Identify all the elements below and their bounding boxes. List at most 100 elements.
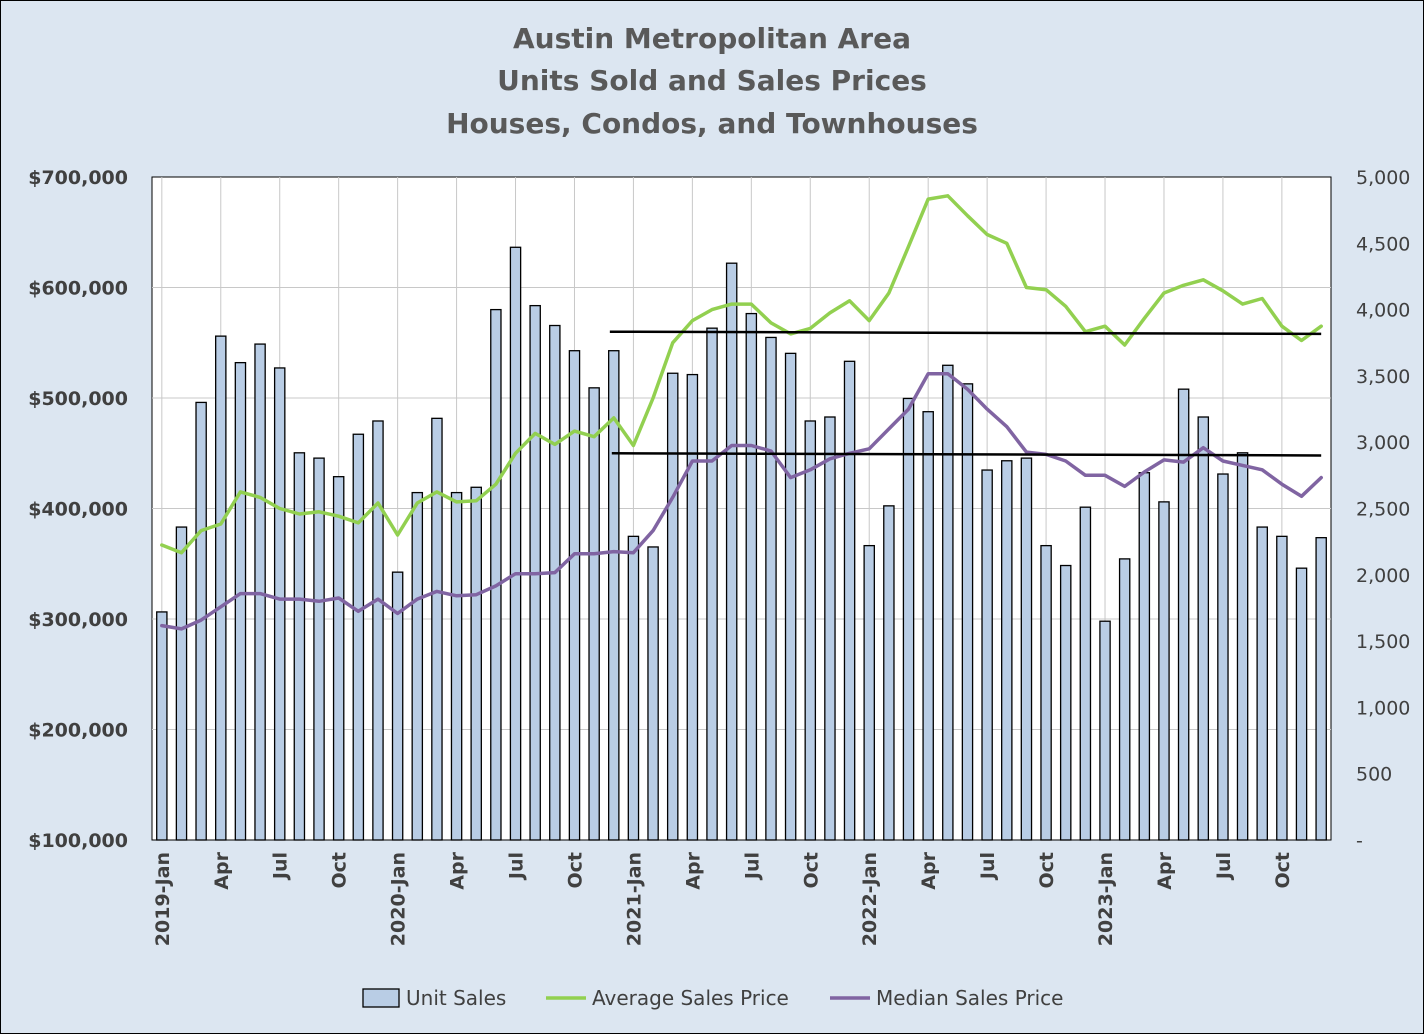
x-axis-tick-label: Oct <box>800 852 822 889</box>
legend-unit-sales-label: Unit Sales <box>406 986 506 1010</box>
unit-sales-bar <box>1217 473 1229 841</box>
unit-sales-bar <box>588 387 600 841</box>
unit-sales-bar <box>490 308 502 841</box>
left-axis-tick-label: $700,000 <box>28 167 128 189</box>
x-axis-tick-label: Apr <box>1154 851 1176 889</box>
x-axis-tick-label: Oct <box>329 852 351 889</box>
median-sales-price-line <box>160 371 1323 631</box>
unit-sales-bar <box>332 476 345 841</box>
chart-title-line-2: Units Sold and Sales Prices <box>497 64 927 97</box>
unit-sales-bar <box>784 352 797 841</box>
right-axis-tick-label: 2,500 <box>1356 499 1410 521</box>
unit-sales-bar <box>352 433 365 841</box>
x-axis-tick-label: Apr <box>918 851 940 889</box>
legend: Unit Sales Average Sales Price Median Sale… <box>362 986 1063 1010</box>
left-axis-tick-label: $100,000 <box>28 830 128 852</box>
legend-median-price-label: Median Sales Price <box>876 986 1063 1010</box>
unit-sales-bar <box>765 336 777 841</box>
unit-sales-bar <box>627 535 640 841</box>
unit-sales-bar <box>824 416 836 841</box>
x-axis-tick-label: Oct <box>564 852 586 889</box>
x-axis-tick-label: Jul <box>977 852 999 881</box>
unit-sales-bar <box>863 544 875 841</box>
x-axis-tick-label: Jul <box>506 852 528 881</box>
unit-sales-bar <box>175 526 188 841</box>
unit-sales-bar <box>1295 567 1308 841</box>
unit-sales-bar <box>509 246 522 841</box>
unit-sales-bar <box>1256 526 1268 841</box>
unit-sales-bar <box>273 367 286 841</box>
x-axis-tick-label: Oct <box>1036 852 1058 889</box>
x-axis-tick-label: 2019-Jan <box>152 852 174 946</box>
right-axis-tick-label: 1,000 <box>1356 697 1410 719</box>
right-axis-tick-label: 4,500 <box>1356 233 1410 255</box>
right-axis-tick-label: - <box>1356 830 1363 852</box>
x-axis-tick-label: Jul <box>270 852 292 881</box>
unit-sales-bar <box>1138 472 1151 841</box>
unit-sales-bar <box>725 262 738 841</box>
average-sales-price-line <box>160 194 1323 555</box>
x-axis-tick-label: 2020-Jan <box>388 852 410 946</box>
right-axis-tick-label: 4,000 <box>1356 300 1410 322</box>
unit-sales-bar <box>293 452 306 841</box>
unit-sales-bar <box>1276 535 1288 841</box>
left-axis-tick-label: $600,000 <box>28 278 128 300</box>
unit-sales-bar <box>568 350 581 841</box>
unit-sales-bar <box>1040 544 1052 841</box>
unit-sales-bar <box>902 397 915 841</box>
left-axis-tick-label: $200,000 <box>28 720 128 742</box>
x-axis-tick-label: Apr <box>682 851 704 889</box>
unit-sales-bar <box>666 372 679 841</box>
right-axis-tick-label: 500 <box>1356 764 1392 786</box>
unit-sales-bar <box>411 491 424 841</box>
right-axis-tick-label: 1,500 <box>1356 631 1410 653</box>
x-axis-tick-label: 2023-Jan <box>1095 852 1117 946</box>
x-axis-tick-label: Jul <box>1213 852 1235 881</box>
unit-sales-bar <box>1158 501 1170 841</box>
chart-title-line-3: Houses, Condos, and Townhouses <box>446 107 978 140</box>
x-axis-tick-label: Apr <box>211 851 233 889</box>
unit-sales-bar <box>1197 416 1210 841</box>
unit-sales-bar <box>372 420 384 841</box>
x-axis-tick-label: Apr <box>447 851 469 889</box>
unit-sales-bar <box>647 546 659 841</box>
chart-title-line-1: Austin Metropolitan Area <box>512 22 911 55</box>
right-axis-tick-label: 2,000 <box>1356 565 1410 587</box>
unit-sales-bar <box>470 486 482 841</box>
right-axis-tick-label: 5,000 <box>1356 167 1410 189</box>
left-axis-tick-label: $500,000 <box>28 388 128 410</box>
unit-sales-bar <box>549 324 561 841</box>
unit-sales-bar <box>843 360 856 841</box>
unit-sales-bar <box>156 611 168 841</box>
unit-sales-bar <box>391 571 404 841</box>
x-axis-tick-label: 2021-Jan <box>623 852 645 946</box>
left-axis-tick-label: $400,000 <box>28 499 128 521</box>
reference-line-upper <box>609 330 1322 336</box>
x-axis-tick-label: Jul <box>741 852 763 881</box>
x-axis-tick-label: 2022-Jan <box>859 852 881 946</box>
legend-average-price-label: Average Sales Price <box>592 986 789 1010</box>
unit-sales-bar <box>1236 452 1249 841</box>
unit-sales-bar <box>1001 460 1013 841</box>
unit-sales-bar <box>981 469 993 841</box>
unit-sales-bar <box>745 312 758 841</box>
unit-sales-bar <box>706 327 718 841</box>
unit-sales-bar <box>1020 457 1033 841</box>
right-axis-tick-label: 3,000 <box>1356 432 1410 454</box>
unit-sales-bar <box>942 364 954 841</box>
unit-sales-bar <box>431 417 443 841</box>
unit-sales-bar <box>608 350 620 841</box>
unit-sales-bar <box>1099 620 1111 841</box>
unit-sales-bar <box>883 505 895 841</box>
x-axis-tick-label: Oct <box>1272 852 1294 889</box>
unit-sales-bar <box>1079 506 1092 841</box>
right-axis-tick-label: 3,500 <box>1356 366 1410 388</box>
unit-sales-bar <box>215 335 227 841</box>
unit-sales-bar <box>922 411 934 841</box>
legend-unit-sales-swatch <box>362 988 400 1008</box>
unit-sales-bar <box>450 491 463 841</box>
unit-sales-bar <box>686 373 699 841</box>
reference-line-lower <box>611 452 1322 457</box>
unit-sales-bar <box>1059 564 1072 841</box>
